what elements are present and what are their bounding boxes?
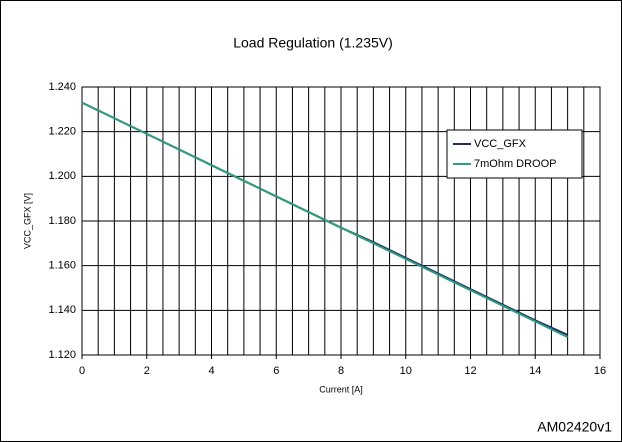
x-tick-label: 0 [79, 365, 85, 377]
series-line [81, 101, 569, 339]
y-tick-label: 1.220 [48, 126, 76, 138]
x-tick-label: 16 [594, 365, 606, 377]
x-tick-label: 2 [144, 365, 150, 377]
x-tick-label: 10 [400, 365, 412, 377]
y-tick-label: 1.140 [48, 304, 76, 316]
plot-frame [81, 86, 601, 356]
y-tick-label: 1.180 [48, 215, 76, 227]
x-tick-label: 6 [273, 365, 279, 377]
y-tick-label: 1.120 [48, 349, 76, 361]
x-tick-label: 12 [464, 365, 476, 377]
x-tick-label: 14 [529, 365, 541, 377]
x-tick-label: 8 [338, 365, 344, 377]
x-axis-label: Current [A] [319, 384, 363, 394]
legend [446, 129, 583, 179]
y-tick-label: 1.200 [48, 170, 76, 182]
footer: AM02420v1 [537, 419, 612, 435]
chart-title: Load Regulation (1.235V) [233, 35, 393, 51]
legend-label: 7mOhm DROOP [474, 158, 557, 170]
y-axis-label: VCC_GFX [V] [22, 193, 32, 249]
x-tick-label: 4 [208, 365, 214, 377]
y-tick-label: 1.160 [48, 260, 76, 272]
legend-label: VCC_GFX [474, 138, 527, 150]
y-tick-label: 1.240 [48, 81, 76, 93]
